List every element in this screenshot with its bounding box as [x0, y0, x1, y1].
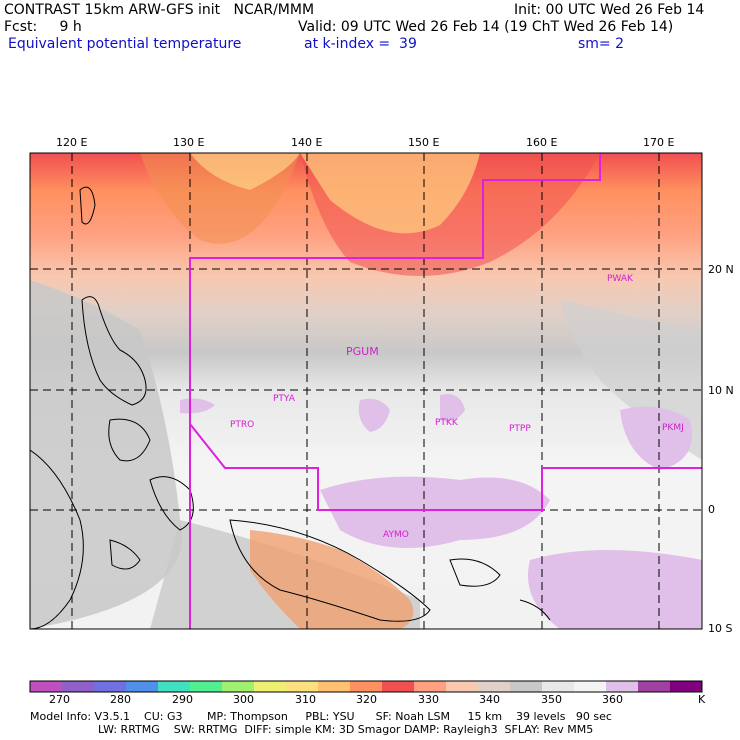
lon-label-130: 130 E — [173, 136, 205, 149]
lilac-patch-6 — [180, 398, 215, 414]
lat-label-10s: 10 S — [708, 622, 733, 635]
colorbar-label-360: 360 — [602, 693, 623, 706]
colorbar-swatch — [638, 681, 671, 692]
init-time: Init: 00 UTC Wed 26 Feb 14 — [514, 2, 705, 18]
lilac-patch-2 — [358, 398, 390, 432]
station-pkmj: PKMJ — [662, 423, 684, 433]
station-pgum: PGUM — [346, 345, 379, 358]
warm-band-310 — [300, 153, 480, 234]
colorbar-swatch — [254, 681, 287, 692]
colorbar-label-330: 330 — [418, 693, 439, 706]
domain-boundary — [189, 153, 601, 627]
colorbar-swatch — [158, 681, 191, 692]
gray-zone-west — [30, 280, 183, 629]
lon-label-150: 150 E — [408, 136, 440, 149]
colorbar-swatch — [574, 681, 607, 692]
colorbar-label-310: 310 — [295, 693, 316, 706]
colorbar — [29, 680, 703, 693]
colorbar-swatch — [62, 681, 95, 692]
lon-label-120: 120 E — [56, 136, 88, 149]
lon-label-170: 170 E — [643, 136, 675, 149]
lat-label-0: 0 — [708, 503, 715, 516]
colorbar-swatch — [222, 681, 255, 692]
station-ptpp: PTPP — [509, 424, 531, 434]
colorbar-swatch — [350, 681, 383, 692]
colorbar-label-320: 320 — [356, 693, 377, 706]
station-ptkk: PTKK — [435, 418, 459, 428]
lon-label-160: 160 E — [526, 136, 558, 149]
station-aymo: AYMO — [383, 530, 409, 540]
lon-label-140: 140 E — [291, 136, 323, 149]
colorbar-label-340: 340 — [479, 693, 500, 706]
lat-label-10n: 10 N — [708, 384, 734, 397]
colorbar-swatch — [414, 681, 447, 692]
forecast-hour: Fcst: 9 h — [4, 19, 82, 35]
new-guinea-highlands — [250, 530, 414, 629]
lilac-patch-4 — [620, 406, 692, 470]
colorbar-label-280: 280 — [110, 693, 131, 706]
lilac-patch-1 — [320, 476, 550, 548]
colorbar-swatch — [94, 681, 127, 692]
field-name: Equivalent potential temperature — [8, 36, 242, 52]
valid-time: Valid: 09 UTC Wed 26 Feb 14 (19 ChT Wed … — [298, 19, 674, 35]
colorbar-label-270: 270 — [49, 693, 70, 706]
colorbar-swatch — [318, 681, 351, 692]
colorbar-unit: K — [698, 693, 706, 706]
colorbar-swatch — [670, 681, 703, 692]
colorbar-swatch — [286, 681, 319, 692]
station-ptya: PTYA — [273, 394, 296, 404]
station-ptro: PTRO — [230, 420, 254, 430]
colorbar-swatch — [126, 681, 159, 692]
colorbar-swatch — [542, 681, 575, 692]
lilac-patch-3 — [440, 394, 465, 422]
colorbar-swatch — [510, 681, 543, 692]
colorbar-swatch — [190, 681, 223, 692]
colorbar-swatch — [382, 681, 415, 692]
colorbar-swatch — [30, 681, 63, 692]
smoothing: sm= 2 — [578, 36, 625, 52]
colorbar-label-300: 300 — [233, 693, 254, 706]
colorbar-frame — [29, 680, 703, 693]
plot-frame — [29, 152, 703, 630]
lilac-patch-5 — [528, 550, 702, 629]
colorbar-label-290: 290 — [172, 693, 193, 706]
station-pwak: PWAK — [607, 274, 634, 284]
nested-boundary — [189, 423, 702, 511]
warm-band-300 — [190, 153, 300, 190]
level-index: at k-index = 39 — [304, 36, 417, 52]
colorbar-swatch — [478, 681, 511, 692]
colorbar-label-350: 350 — [541, 693, 562, 706]
lat-label-20n: 20 N — [708, 263, 734, 276]
model-info-line2: LW: RRTMG SW: RRTMG DIFF: simple KM: 3D … — [98, 723, 594, 736]
colorbar-swatch — [446, 681, 479, 692]
model-info-line1: Model Info: V3.5.1 CU: G3 MP: Thompson P… — [30, 710, 612, 723]
colorbar-swatch — [606, 681, 639, 692]
title-line: CONTRAST 15km ARW-GFS init NCAR/MMM — [4, 2, 315, 18]
